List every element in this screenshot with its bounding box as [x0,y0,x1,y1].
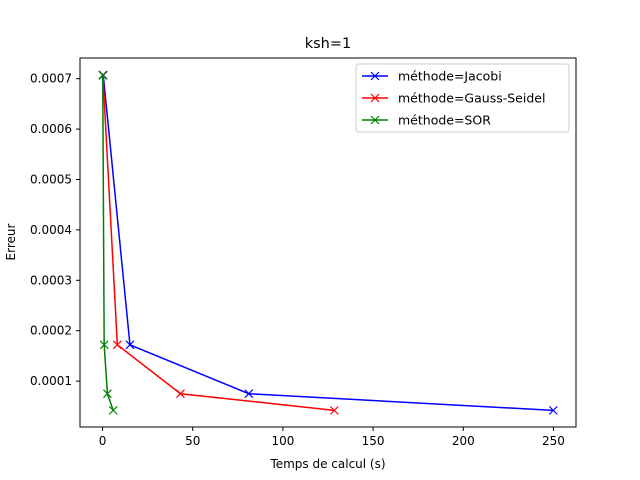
data-point-marker [244,389,254,399]
x-tick-label: 50 [185,434,200,448]
data-point-marker [329,405,339,415]
axes-frame [79,57,577,428]
x-tick-label: 150 [362,434,385,448]
x-tick-label: 100 [271,434,294,448]
x-tick-label: 0 [99,434,107,448]
data-point-marker [176,389,185,399]
y-tick-label: 0.0007 [30,72,72,86]
legend-entry: méthode=SOR [362,113,491,128]
x-axis-label: Temps de calcul (s) [269,457,385,471]
y-tick-label: 0.0004 [30,223,72,237]
legend-label: méthode=SOR [398,113,491,128]
legend-swatch-marker [370,93,380,103]
legend-box [355,63,570,133]
data-point-marker [112,340,122,350]
series-line [102,75,335,412]
chart-title: ksh=1 [305,36,352,52]
legend-label: méthode=Jacobi [398,69,502,84]
legend-entry: méthode=Jacobi [362,69,502,84]
x-tick-label: 200 [452,434,475,448]
data-point-marker [125,340,135,350]
x-axis: 0 50 100 150 200 250 [99,427,565,448]
y-tick-label: 0.0005 [30,172,72,186]
legend-label: méthode=Gauss-Seidel [398,91,545,106]
series-line [102,75,554,412]
y-tick-label: 0.0006 [30,122,72,136]
y-tick-label: 0.0001 [30,374,72,388]
y-axis: 0.0001 0.0002 0.0003 0.0004 0.0005 0.0006 0.00… [30,72,80,388]
data-point-marker [108,405,118,415]
y-axis-label: Erreur [4,223,18,260]
data-point-marker [99,340,109,350]
series-2 [98,70,118,415]
y-tick-label: 0.0002 [30,324,72,338]
x-tick-label: 250 [542,434,565,448]
legend: méthode=Jacobi méthode=Gauss-Seidel méthod… [355,63,570,133]
series-line [101,75,114,411]
y-tick-label: 0.0003 [30,273,72,287]
legend-swatch-marker [370,71,380,81]
data-point-marker [102,389,112,399]
plot-area [98,70,558,415]
legend-swatch-marker [370,115,380,125]
legend-entry: méthode=Gauss-Seidel [362,91,545,106]
data-point-marker [548,405,558,415]
data-point-marker [98,70,108,80]
